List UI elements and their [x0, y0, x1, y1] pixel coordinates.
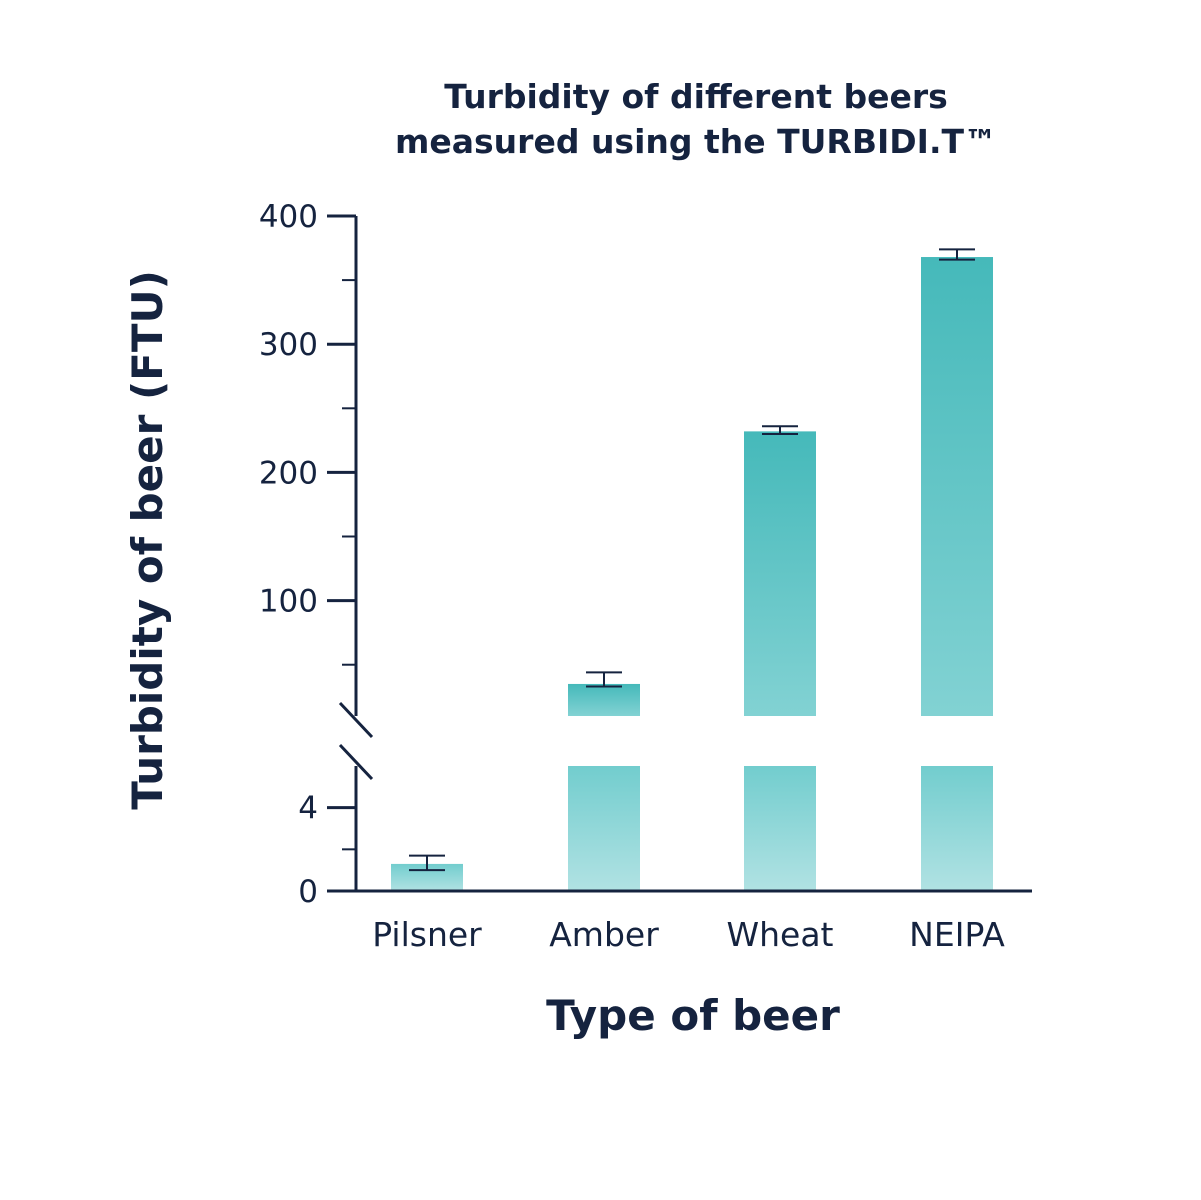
chart-title: Turbidity of different beers measured us… [395, 77, 997, 161]
y-tick-label: 0 [298, 874, 318, 910]
error-bars-layer [409, 248, 975, 872]
y-axis-title: Turbidity of beer (FTU) [123, 270, 172, 810]
bar-neipa-upper [921, 257, 993, 716]
x-tick-label-wheat: Wheat [726, 915, 833, 954]
x-tick-label-neipa: NEIPA [909, 915, 1005, 954]
x-category-labels: Pilsner Amber Wheat NEIPA [372, 915, 1005, 954]
error-bar-neipa [939, 248, 975, 261]
y-tick-label: 100 [259, 584, 318, 620]
bar-wheat-upper [744, 431, 816, 716]
bar-neipa-lower [921, 766, 993, 891]
y-tick-label: 300 [259, 327, 318, 363]
error-bar-wheat [762, 425, 798, 435]
axis-break-mark-upper [338, 701, 374, 739]
error-bar-amber [586, 671, 622, 688]
y-tick-label: 200 [259, 455, 318, 491]
bar-wheat-lower [744, 766, 816, 891]
chart-title-line-1: Turbidity of different beers [444, 77, 948, 116]
chart-title-line-2: measured using the TURBIDI.T™ [395, 122, 997, 161]
error-bar-pilsner [409, 854, 445, 872]
axis-break-mark-lower [338, 743, 374, 781]
y-tick-label: 400 [259, 199, 318, 235]
bar-amber-lower [568, 766, 640, 891]
bars-layer [391, 257, 993, 891]
x-axis-title: Type of beer [546, 991, 840, 1040]
x-tick-label-amber: Amber [549, 915, 659, 954]
y-ticks [327, 214, 356, 893]
y-axis [338, 216, 374, 891]
y-tick-labels: 0 4 100 200 300 400 [259, 199, 318, 910]
x-tick-label-pilsner: Pilsner [372, 915, 482, 954]
y-tick-label: 4 [298, 791, 318, 827]
bar-amber-upper [568, 683, 640, 716]
